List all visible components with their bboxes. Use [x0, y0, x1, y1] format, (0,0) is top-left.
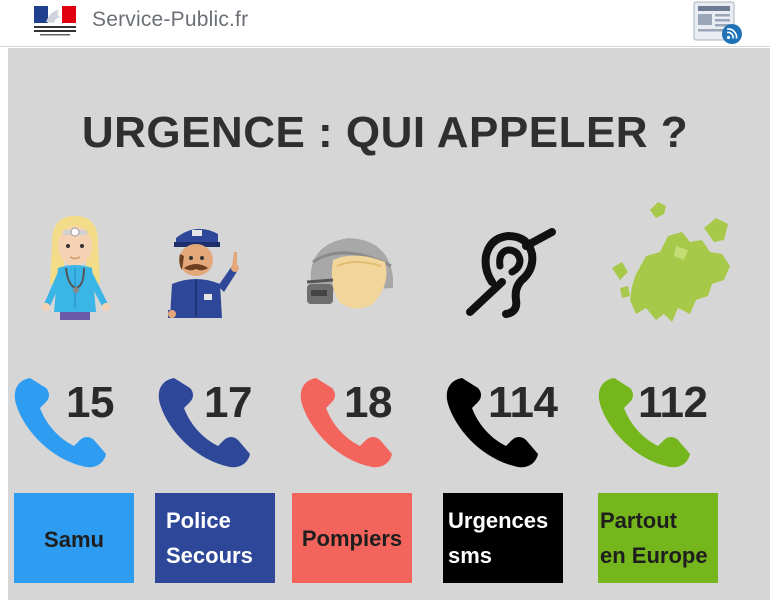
newsfeed-rss-icon[interactable] — [690, 0, 746, 46]
headline: URGENCE : QUI APPELER ? — [81, 108, 689, 157]
europe-map-illustration — [612, 202, 730, 322]
samu-box[interactable]: Samu — [14, 493, 134, 583]
phone-icon-15 — [14, 378, 107, 468]
phone-number-114[interactable]: 114 — [488, 378, 558, 427]
police-secours-label-line1: Police — [166, 508, 231, 533]
police-secours-label-line2: Secours — [166, 543, 253, 568]
site-name[interactable]: Service-Public.fr — [92, 8, 249, 31]
urgences-sms-label-line1: Urgences — [448, 508, 549, 533]
partout-en-europe-label-line2: en Europe — [600, 543, 708, 568]
top-bar: Service-Public.fr — [0, 0, 770, 47]
phone-number-15[interactable]: 15 — [66, 378, 114, 427]
phone-number-17[interactable]: 17 — [204, 378, 252, 427]
doctor-samu-illustration — [42, 216, 110, 320]
phone-icon-18 — [300, 378, 392, 468]
urgences-sms-box[interactable]: Urgences sms — [443, 493, 563, 583]
pompiers-box[interactable]: Pompiers — [292, 493, 412, 583]
phone-icon-17 — [158, 378, 250, 468]
phone-icon-114 — [446, 378, 538, 468]
urgences-sms-label-line2: sms — [448, 543, 493, 568]
pompiers-label: Pompiers — [301, 525, 403, 551]
police-secours-box[interactable]: Police Secours — [155, 493, 275, 583]
police-officer-illustration — [168, 228, 239, 318]
hearing-impaired-icon — [466, 228, 556, 318]
partout-en-europe-box[interactable]: Partout en Europe — [598, 493, 718, 583]
firefighter-helmet-illustration — [306, 238, 393, 309]
samu-label: Samu — [44, 526, 104, 552]
marianne-logo-icon[interactable] — [32, 5, 80, 37]
phone-number-112[interactable]: 112 — [638, 378, 708, 427]
phone-number-18[interactable]: 18 — [344, 378, 392, 427]
partout-en-europe-label-line1: Partout — [600, 508, 677, 533]
phone-icon-112 — [598, 378, 690, 468]
